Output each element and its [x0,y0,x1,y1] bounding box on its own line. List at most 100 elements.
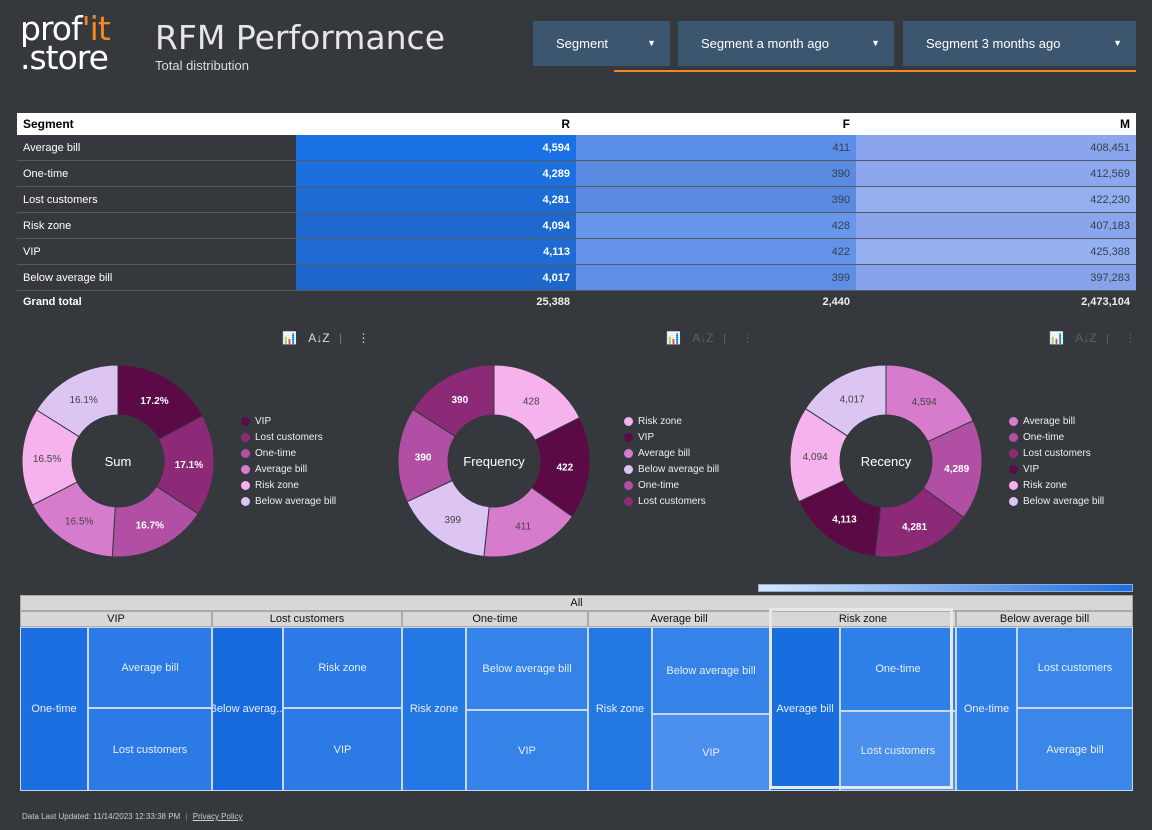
treemap-group-header[interactable]: VIP [20,611,212,627]
treemap-cell[interactable]: Lost customers [1017,627,1133,708]
table-cell-r: 4,094 [296,212,576,239]
legend-item[interactable]: Risk zone [624,413,719,429]
table-cell-f: 411 [576,135,856,161]
legend-item[interactable]: One-time [241,445,336,461]
treemap-cell[interactable]: One-time [956,627,1017,791]
table-row[interactable]: Lost customers 4,281 390 422,230 [17,186,1136,213]
treemap-cell[interactable]: Below average bill [466,627,588,710]
chevron-down-icon: ▼ [871,38,880,48]
treemap-color-scale [758,584,1133,592]
pie-slice-below-average-bill[interactable] [804,364,887,437]
table-cell-segment: Average bill [17,135,296,161]
slice-data-label: 16.7% [136,520,164,531]
column-header-r[interactable]: R [296,113,576,135]
sort-icon[interactable]: A↓Z [1075,331,1097,345]
legend-swatch [1009,416,1018,426]
privacy-policy-link[interactable]: Privacy Policy [192,812,243,821]
more-options-icon[interactable]: ⋮ [357,331,370,345]
chart-settings-icon[interactable]: 📊 [1049,331,1064,345]
last-updated-text: Data Last Updated: 11/14/2023 12:33:38 P… [22,812,181,821]
treemap-group-header[interactable]: Lost customers [212,611,402,627]
treemap-cell[interactable]: VIP [652,714,770,791]
logo-text-prof: prof [20,9,83,48]
segment-month-ago-dropdown[interactable]: Segment a month ago ▼ [678,21,894,66]
table-row[interactable]: One-time 4,289 390 412,569 [17,160,1136,187]
treemap-cell[interactable]: Average bill [1017,708,1133,791]
table-cell-r: 4,017 [296,264,576,291]
grand-total-row: Grand total 25,388 2,440 2,473,104 [17,291,1136,314]
grand-total-label: Grand total [23,296,82,308]
legend-item[interactable]: Lost customers [1009,445,1104,461]
treemap-group-header[interactable]: One-time [402,611,588,627]
legend-label: Average bill [638,447,691,459]
table-cell-r: 4,594 [296,135,576,161]
legend-item[interactable]: One-time [1009,429,1104,445]
segment-3-months-ago-dropdown[interactable]: Segment 3 months ago ▼ [903,21,1136,66]
treemap-cell[interactable]: Below averag... [212,627,283,791]
legend-item[interactable]: VIP [624,429,719,445]
legend-item[interactable]: Below average bill [624,461,719,477]
table-row[interactable]: VIP 4,113 422 425,388 [17,238,1136,265]
legend-item[interactable]: One-time [624,477,719,493]
treemap-cell[interactable]: Risk zone [588,627,652,791]
treemap-group-header[interactable]: Risk zone [770,611,956,627]
treemap-cell[interactable]: Risk zone [402,627,466,791]
slice-data-label: 17.2% [140,396,168,407]
segment-dropdown[interactable]: Segment ▼ [533,21,670,66]
column-header-f[interactable]: F [576,113,856,135]
slice-data-label: 422 [556,462,573,473]
treemap-cell[interactable]: Lost customers [840,711,956,791]
table-cell-segment: Lost customers [17,186,296,213]
treemap-cell[interactable]: Average bill [770,627,840,791]
legend-label: Risk zone [638,415,682,427]
legend-sum: VIP Lost customers One-time Average bill Ris… [241,413,336,509]
slice-data-label: 399 [444,515,461,526]
legend-item[interactable]: Lost customers [241,429,336,445]
slice-data-label: 16.1% [69,395,97,406]
legend-item[interactable]: Average bill [624,445,719,461]
table-cell-f: 390 [576,186,856,213]
legend-item[interactable]: Average bill [241,461,336,477]
treemap-cell[interactable]: Average bill [88,627,212,708]
table-row[interactable]: Risk zone 4,094 428 407,183 [17,212,1136,239]
chart-settings-icon[interactable]: 📊 [282,331,297,345]
treemap-group-header[interactable]: Below average bill [956,611,1133,627]
sort-icon[interactable]: A↓Z [692,331,714,345]
chart-settings-icon[interactable]: 📊 [666,331,681,345]
treemap-cell[interactable]: Lost customers [88,708,212,791]
legend-item[interactable]: Below average bill [241,493,336,509]
column-header-m[interactable]: M [856,113,1136,135]
legend-item[interactable]: Risk zone [1009,477,1104,493]
sort-icon[interactable]: A↓Z [308,331,330,345]
slice-data-label: 390 [415,452,432,463]
legend-item[interactable]: Below average bill [1009,493,1104,509]
more-options-icon[interactable]: ⋮ [1124,331,1137,345]
legend-item[interactable]: Average bill [1009,413,1104,429]
treemap-cell[interactable]: Risk zone [283,627,402,708]
table-cell-m: 422,230 [856,186,1136,213]
treemap-cell[interactable]: VIP [466,710,588,791]
legend-label: Lost customers [1023,447,1091,459]
chevron-down-icon: ▼ [647,38,656,48]
legend-item[interactable]: Lost customers [624,493,719,509]
donut-center-title: Sum [105,454,132,469]
legend-label: One-time [1023,431,1065,443]
treemap-cell[interactable]: VIP [283,708,402,791]
column-header-segment[interactable]: Segment [17,113,296,135]
legend-item[interactable]: VIP [1009,461,1104,477]
legend-item[interactable]: VIP [241,413,336,429]
logo-text-store: .store [20,38,109,77]
treemap-root-header[interactable]: All [20,595,1133,611]
treemap-cell[interactable]: One-time [840,627,956,711]
pie-slice-lost-customers[interactable] [412,364,495,438]
table-cell-segment: Below average bill [17,264,296,291]
more-options-icon[interactable]: ⋮ [741,331,754,345]
treemap-cell[interactable]: One-time [20,627,88,791]
table-cell-m: 397,283 [856,264,1136,291]
table-row[interactable]: Below average bill 4,017 399 397,283 [17,264,1136,291]
treemap-cell[interactable]: Below average bill [652,627,770,714]
legend-item[interactable]: Risk zone [241,477,336,493]
treemap-group-header[interactable]: Average bill [588,611,770,627]
table-row[interactable]: Average bill 4,594 411 408,451 [17,135,1136,161]
pie-slice-below-average-bill[interactable] [35,364,119,438]
